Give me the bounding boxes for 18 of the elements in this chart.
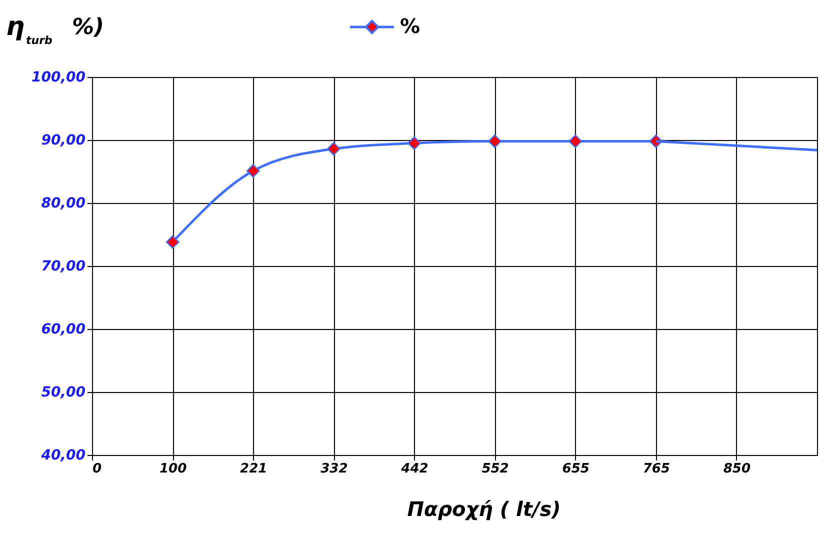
y-tick-label: 90,00 bbox=[41, 132, 86, 148]
x-tick-label: 765 bbox=[642, 462, 670, 476]
x-tick-label: 552 bbox=[482, 462, 509, 476]
x-tick-label: 100 bbox=[159, 462, 187, 476]
x-tick-label: 332 bbox=[320, 462, 348, 476]
y-tick-label: 50,00 bbox=[41, 384, 86, 400]
x-tick-label: 221 bbox=[240, 462, 268, 476]
x-tick-label: 850 bbox=[723, 462, 751, 476]
y-tick-label: 70,00 bbox=[41, 258, 86, 274]
x-axis-title: Παροχή ( lt/s) bbox=[407, 497, 561, 521]
y-tick-label: 60,00 bbox=[41, 322, 86, 338]
legend-label: % bbox=[400, 14, 420, 38]
y-tick-label: 40,00 bbox=[40, 448, 86, 464]
x-tick-label: 442 bbox=[400, 462, 428, 476]
y-tick-label: 80,00 bbox=[41, 196, 86, 212]
x-tick-label: 655 bbox=[562, 462, 590, 476]
y-tick-label: 100,00 bbox=[31, 70, 86, 86]
x-tick-label: 0 bbox=[92, 462, 102, 476]
